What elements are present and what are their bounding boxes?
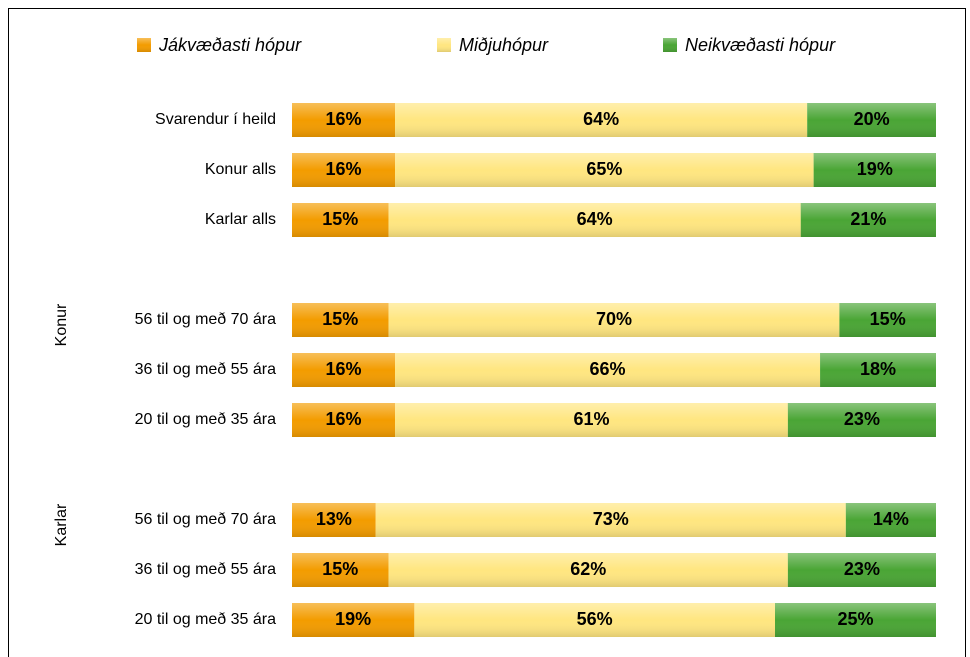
data-label: 16% [326,409,362,429]
legend-swatch-shine [137,38,151,52]
bar-shine [787,553,936,587]
category-label: 56 til og með 70 ára [135,511,277,528]
bar-shine [395,353,821,387]
bar-shine [395,153,814,187]
frame [8,8,966,657]
bar-shine [839,303,936,337]
data-label: 21% [850,209,886,229]
bar-shine [388,553,788,587]
bar-shine [820,353,936,387]
category-label: 20 til og með 35 ára [135,611,277,628]
bar-shine [388,203,801,237]
bar-shine [800,203,936,237]
data-label: 19% [857,159,893,179]
legend-label: Miðjuhópur [459,35,549,55]
bar-shine [395,403,788,437]
bar-shine [395,103,808,137]
data-label: 15% [322,309,358,329]
category-label: 36 til og með 55 ára [135,361,277,378]
data-label: 66% [590,359,626,379]
bar-shine [414,603,775,637]
data-label: 73% [593,509,629,529]
bar-shine [292,103,396,137]
data-label: 23% [844,409,880,429]
data-label: 16% [326,159,362,179]
bar-shine [292,303,389,337]
legend-swatch-shine [663,38,677,52]
bar-shine [292,553,389,587]
category-label: Svarendur í heild [155,111,276,128]
data-label: 70% [596,309,632,329]
category-label: 56 til og með 70 ára [135,311,277,328]
category-label: Karlar alls [205,211,276,228]
bar-shine [292,353,396,387]
category-label: Konur alls [205,161,276,178]
data-label: 15% [870,309,906,329]
bar-shine [375,503,846,537]
data-label: 20% [854,109,890,129]
group-label: Konur [53,303,70,346]
category-label: 36 til og með 55 ára [135,561,277,578]
bar-shine [388,303,840,337]
category-label: 20 til og með 35 ára [135,411,277,428]
data-label: 56% [577,609,613,629]
bar-shine [292,203,389,237]
data-label: 16% [326,359,362,379]
bar-shine [807,103,936,137]
data-label: 13% [316,509,352,529]
data-label: 14% [873,509,909,529]
data-label: 65% [586,159,622,179]
data-label: 61% [573,409,609,429]
bar-shine [813,153,936,187]
data-label: 18% [860,359,896,379]
data-label: 15% [322,559,358,579]
bar-shine [292,503,376,537]
bar-shine [775,603,936,637]
data-label: 64% [577,209,613,229]
legend-swatch-shine [437,38,451,52]
data-label: 25% [837,609,873,629]
data-label: 62% [570,559,606,579]
legend-label: Jákvæðasti hópur [158,35,302,55]
data-label: 15% [322,209,358,229]
data-label: 64% [583,109,619,129]
data-label: 19% [335,609,371,629]
group-label: Karlar [53,503,70,546]
data-label: 23% [844,559,880,579]
bar-shine [292,153,396,187]
bar-shine [292,403,396,437]
bar-shine [292,603,415,637]
bar-shine [845,503,936,537]
legend-label: Neikvæðasti hópur [685,35,836,55]
bar-shine [787,403,936,437]
data-label: 16% [326,109,362,129]
